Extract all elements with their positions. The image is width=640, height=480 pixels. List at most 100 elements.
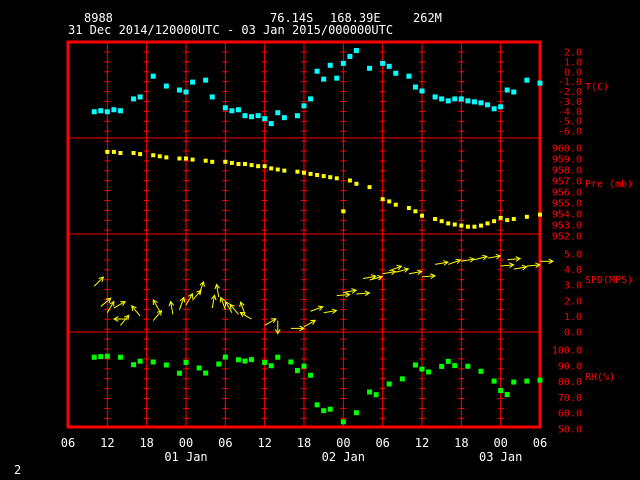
y-tick-label: -5.0 (558, 117, 582, 128)
x-date-label: 03 Jan (479, 450, 522, 464)
temperature-point (308, 96, 314, 102)
y-tick-label: 80.0 (558, 377, 582, 388)
humidity-point (117, 354, 123, 360)
pressure-point (236, 162, 241, 166)
wind-vector-head (390, 269, 397, 276)
pressure-point (190, 157, 195, 162)
y-tick-label: -4.0 (558, 107, 582, 118)
wind-vector (224, 300, 233, 314)
temperature-point (432, 94, 438, 100)
wind-vector-head (214, 283, 221, 290)
temperature-point (380, 60, 386, 66)
wind-vector-head (331, 308, 338, 315)
wind-vector-shaft (240, 312, 252, 320)
wind-vector (93, 276, 105, 287)
pressure-point (315, 173, 320, 177)
temperature-point (498, 104, 504, 110)
humidity-point (314, 402, 320, 408)
wind-vector (487, 253, 502, 260)
y-tick-label: 90.0 (558, 361, 582, 372)
temperature-point (222, 105, 228, 111)
wind-vector-head (403, 267, 410, 273)
temperature-point (353, 48, 359, 54)
temperature-point (91, 109, 97, 115)
wind-vector-shaft (93, 276, 104, 287)
wind-vector (239, 311, 252, 320)
humidity-point (288, 359, 294, 365)
humidity-point (498, 388, 504, 394)
longitude: 168.39E (330, 11, 381, 25)
wind-vector-shaft (131, 305, 141, 317)
humidity-point (340, 419, 346, 425)
wind-vector (356, 290, 371, 297)
humidity-point (301, 363, 307, 369)
pressure-point (347, 178, 352, 183)
pressure-point (380, 197, 385, 202)
wind-vector-head (317, 305, 324, 311)
x-tick-label: 12 (100, 436, 114, 450)
temperature-point (452, 96, 458, 102)
wind-vector (229, 303, 239, 315)
y-tick-label: 3.0 (564, 281, 582, 292)
wind-vector (526, 262, 541, 269)
humidity-point (163, 362, 169, 368)
temperature-point (334, 75, 340, 81)
wind-vector-shaft (448, 259, 461, 265)
temperature-point (176, 87, 182, 93)
humidity-point (268, 363, 274, 369)
wind-vector (120, 314, 130, 326)
humidity-point (353, 410, 359, 416)
y-tick-label: 50.0 (558, 425, 582, 436)
wind-vector (382, 269, 397, 276)
pressure-point (446, 221, 451, 226)
y-tick-label: 957.0 (552, 177, 582, 188)
temperature-point (255, 113, 261, 119)
wind-vector-shaft (303, 319, 316, 328)
humidity-point (399, 376, 405, 382)
temperature-point (268, 121, 274, 127)
wind-vector-head (131, 305, 137, 311)
x-tick-label: 06 (218, 436, 232, 450)
pressure-point (184, 156, 188, 161)
temperature-point (117, 108, 123, 114)
wind-vector (131, 305, 141, 317)
temperature-point (406, 73, 412, 79)
wind-vector-head (548, 258, 555, 265)
temperature-point (131, 96, 137, 102)
wind-vector-head (515, 256, 522, 262)
wind-vector-shaft (323, 310, 337, 314)
wind-vector (219, 296, 226, 310)
time-range: 31 Dec 2014/120000UTC - 03 Jan 2015/0000… (68, 23, 394, 37)
wind-vector (369, 274, 384, 281)
temperature-point (321, 76, 327, 82)
wind-vector-shaft (100, 297, 112, 307)
wind-vector-shaft (369, 276, 383, 281)
wind-vector (362, 274, 377, 280)
y-tick-label: -2.0 (558, 87, 582, 98)
pressure-point (295, 169, 300, 174)
wind-vector (500, 262, 515, 269)
wind-vector-head (224, 300, 230, 307)
wind-vector-head (120, 301, 127, 307)
y-tick-label: 2.0 (564, 48, 582, 59)
wind-vector-head (229, 303, 235, 310)
x-tick-label: 18 (139, 436, 153, 450)
wind-vector-shaft (382, 271, 396, 275)
wind-vector-shaft (500, 264, 514, 267)
wind-vector (395, 267, 410, 273)
wind-vector-head (156, 309, 163, 316)
y-tick-label: 956.0 (552, 188, 582, 199)
pressure-point (223, 159, 228, 164)
pressure-point (328, 175, 333, 180)
pressure-point (406, 206, 411, 210)
humidity-point (465, 363, 471, 369)
wind-vector (168, 300, 175, 315)
pressure-point (249, 163, 254, 168)
pressure-point (439, 219, 444, 224)
pressure-point (105, 149, 110, 154)
wind-vector-shaft (211, 295, 215, 309)
wind-vector-head (299, 325, 305, 332)
humidity-point (537, 377, 543, 383)
pressure-point (452, 222, 457, 227)
